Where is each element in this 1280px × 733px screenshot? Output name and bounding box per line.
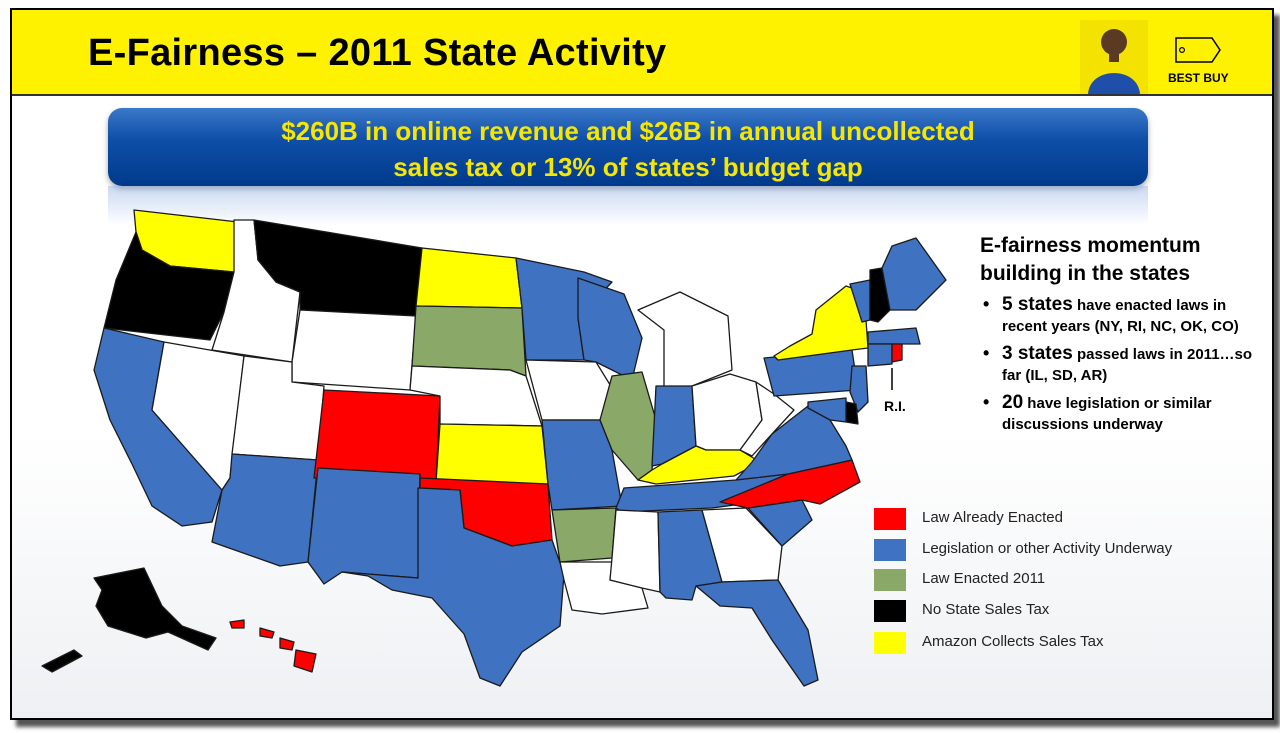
state-nd [415, 247, 523, 309]
state-ia [525, 359, 613, 421]
legend-item-enacted-2011: Law Enacted 2011 [874, 567, 1174, 593]
state-ct [867, 343, 893, 367]
state-wi [577, 277, 643, 381]
banner-reflection [108, 186, 1148, 226]
logo-text: BEST BUY [1168, 71, 1229, 85]
us-map [41, 209, 947, 687]
banner-line-1: $260B in online revenue and $26B in annu… [281, 116, 975, 146]
state-nh [869, 267, 891, 323]
page-title: E-Fairness – 2011 State Activity [88, 32, 667, 74]
state-ma [867, 327, 921, 345]
state-ms [609, 509, 661, 593]
state-sd [411, 305, 527, 377]
legend-swatch [874, 539, 906, 561]
list-item: • 5 states have enacted laws in recent ye… [983, 294, 1239, 335]
state-md [807, 397, 847, 423]
state-wy [291, 309, 417, 391]
legend-item-amazon: Amazon Collects Sales Tax [874, 630, 1174, 656]
state-fl [695, 579, 819, 687]
legend-swatch [874, 632, 906, 654]
state-ks [435, 423, 549, 485]
ri-label: R.I. [884, 398, 906, 414]
legend-swatch [874, 569, 906, 591]
title-bar: E-Fairness – 2011 State Activity BEST BU… [12, 10, 1272, 96]
legend-item-underway: Legislation or other Activity Underway [874, 537, 1174, 563]
state-me [881, 237, 947, 311]
legend-swatch [874, 508, 906, 530]
headline-banner: $260B in online revenue and $26B in annu… [108, 108, 1148, 186]
list-item: • 20 have legislation or similar discussi… [983, 392, 1212, 433]
momentum-panel: E-fairness momentum building in the stat… [980, 232, 1270, 441]
legend-item-no-tax: No State Sales Tax [874, 598, 1174, 624]
state-ri [891, 343, 903, 363]
state-ky [637, 445, 761, 485]
legend-item-enacted: Law Already Enacted [874, 506, 1174, 532]
best-buy-logo: BEST BUY [1080, 20, 1229, 94]
state-nj [849, 365, 869, 413]
banner-line-2: sales tax or 13% of states’ budget gap [393, 152, 863, 182]
momentum-list: • 5 states have enacted laws in recent ye… [980, 294, 1270, 435]
list-item: • 3 states passed laws in 2011…so far (IL… [983, 343, 1253, 384]
legend-swatch [874, 600, 906, 622]
state-va [735, 405, 853, 481]
state-ga [701, 507, 783, 583]
state-nm [307, 467, 421, 585]
state-hi [229, 619, 317, 673]
slide: E-Fairness – 2011 State Activity BEST BU… [10, 8, 1274, 720]
state-wv [739, 381, 795, 457]
state-ar [551, 507, 617, 563]
state-de [845, 401, 859, 425]
state-mi [637, 291, 733, 391]
state-tx [341, 487, 565, 687]
state-ak [41, 567, 217, 673]
momentum-heading: E-fairness momentum building in the stat… [980, 234, 1201, 285]
